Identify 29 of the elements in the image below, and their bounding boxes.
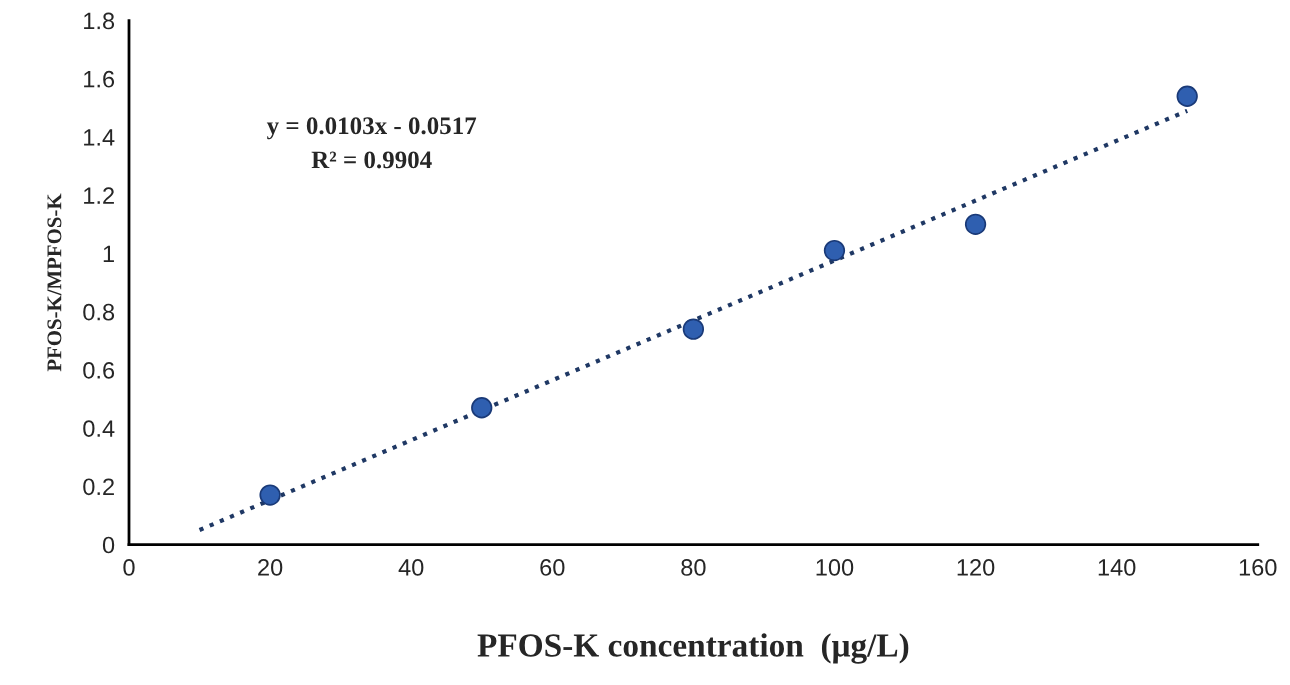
- point: [823, 239, 846, 262]
- x-tick-label: 60: [540, 559, 565, 576]
- y-tick-label: 0.4: [83, 420, 115, 437]
- x-tick-label: 140: [1098, 559, 1136, 576]
- x-tick-label: 0: [123, 559, 135, 576]
- y-axis-title: PFOS-K/MPFOS-K: [47, 193, 62, 372]
- x-tick-label: 40: [398, 559, 424, 576]
- y-tick-label: 1.8: [84, 12, 115, 30]
- x-tick-label: 160: [1239, 559, 1277, 576]
- point: [259, 484, 281, 506]
- y-tick-label: 0: [102, 536, 115, 554]
- y-tick-label: 1.2: [84, 187, 114, 204]
- x-tick-label: 120: [957, 559, 995, 576]
- annotation: R² = 0.9904: [311, 151, 432, 169]
- x-tick-label: 20: [258, 559, 283, 576]
- x-axis-title: PFOS-K concentration (μg/L): [477, 633, 909, 664]
- y-tick-label: 0.8: [83, 303, 115, 321]
- y-tick-label: 0.2: [83, 478, 114, 496]
- point: [682, 318, 705, 340]
- point: [471, 397, 493, 419]
- point: [964, 213, 987, 235]
- y-tick-label: 0.6: [83, 361, 115, 379]
- annotation: y = 0.0103x - 0.0517: [266, 117, 477, 140]
- y-tick-label: 1.4: [84, 129, 115, 146]
- x-tick-label: 100: [816, 559, 854, 576]
- point: [1176, 85, 1198, 107]
- y-tick-label: 1: [103, 245, 114, 263]
- y-tick-label: 1.6: [84, 70, 115, 88]
- x-tick-label: 80: [681, 559, 706, 576]
